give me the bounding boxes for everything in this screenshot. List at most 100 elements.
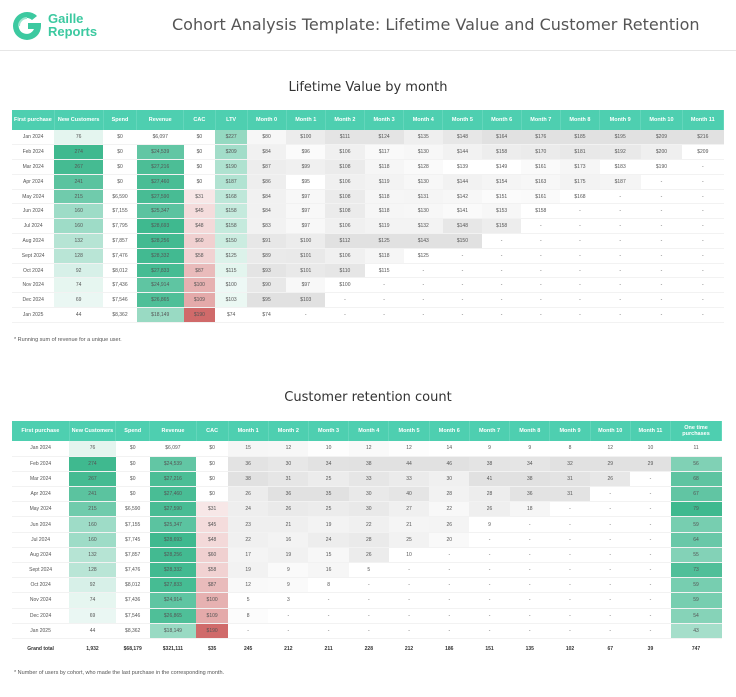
column-header-month-2: Month 2 <box>268 421 309 441</box>
table-cell: - <box>640 277 683 294</box>
table-cell: - <box>521 307 561 323</box>
table-cell: $187 <box>599 174 641 190</box>
table-cell: 41 <box>469 471 510 488</box>
table-cell: - <box>590 532 631 548</box>
table-cell: 54 <box>670 608 722 624</box>
table-cell: $86 <box>247 174 287 190</box>
table-cell: $7,436 <box>103 277 137 294</box>
table-cell: - <box>682 218 724 235</box>
column-header-month-3: Month 3 <box>308 421 350 441</box>
table-cell: - <box>469 577 510 594</box>
table-cell: 59 <box>670 592 722 609</box>
table-cell: - <box>599 307 641 323</box>
table-cell: 9 <box>469 516 510 533</box>
table-cell: $27,460 <box>149 486 197 503</box>
table-cell: $7,476 <box>103 248 137 264</box>
cohort-label: Jan 2024 <box>12 441 70 457</box>
table-cell: - <box>640 218 683 235</box>
table-cell: - <box>482 277 522 294</box>
table-cell: - <box>640 174 683 190</box>
table-cell: $97 <box>286 203 326 220</box>
table-cell: $118 <box>364 248 404 264</box>
table-row: Nov 2024 74 $7,436 $24,914 $100 5 3- - - - - - - - -59 <box>12 592 722 609</box>
table-cell: - <box>590 501 631 518</box>
table-cell: 12 <box>228 577 269 594</box>
table-cell: - <box>682 277 724 294</box>
table-cell: $58 <box>183 248 216 264</box>
table-cell: - <box>640 307 683 323</box>
table-cell: $58 <box>196 562 228 579</box>
table-cell: - <box>599 233 641 249</box>
table-cell: 35 <box>308 486 349 503</box>
table-cell: - <box>364 292 404 309</box>
table-cell: $148 <box>442 130 483 146</box>
table-cell: $132 <box>403 218 443 235</box>
table-cell: $117 <box>364 144 404 161</box>
ltv-table: First purchase New Customers Spend Revenue C… <box>12 110 725 323</box>
table-cell: $87 <box>247 159 287 175</box>
table-cell: - <box>682 174 724 190</box>
table-cell: $144 <box>442 144 483 161</box>
cohort-label: May 2024 <box>12 189 55 205</box>
column-header-month-8: Month 8 <box>509 421 551 441</box>
table-cell: $18,149 <box>136 307 184 323</box>
table-cell: $100 <box>286 233 326 249</box>
table-cell: $7,436 <box>115 592 150 609</box>
table-cell: $28,332 <box>149 562 197 579</box>
table-cell: $176 <box>521 130 561 146</box>
table-cell: 132 <box>69 547 116 564</box>
column-header-cac: CAC <box>196 421 229 441</box>
table-cell: - <box>482 248 522 264</box>
table-cell: $28,332 <box>136 248 184 264</box>
table-cell: - <box>429 592 470 609</box>
table-cell: $103 <box>215 292 247 309</box>
table-row: Jul 2024 160 $7,795 $28,693 $48 $158 $83 $97 $10… <box>12 218 724 235</box>
table-cell: $130 <box>403 174 443 190</box>
table-cell: $0 <box>103 130 137 146</box>
cohort-label: Jan 2025 <box>12 307 55 323</box>
column-header-month-0: Month 0 <box>247 110 287 130</box>
table-cell: $25,347 <box>136 203 184 220</box>
table-cell: $0 <box>196 456 228 472</box>
table-cell: $125 <box>215 248 247 264</box>
table-cell: 8 <box>549 441 591 457</box>
table-cell: $28,256 <box>136 233 184 249</box>
table-cell: 26 <box>348 547 389 564</box>
table-cell: $227 <box>215 130 247 146</box>
gaille-logo-icon <box>13 11 41 40</box>
cohort-label: May 2024 <box>12 501 70 518</box>
table-cell: 10 <box>308 441 349 457</box>
table-cell: $8,362 <box>115 623 150 639</box>
grand-total-cell: 135 <box>509 637 550 659</box>
grand-total-cell: 39 <box>630 637 671 659</box>
table-cell: - <box>364 307 404 323</box>
table-cell: 27 <box>388 501 430 518</box>
table-cell: 9 <box>469 441 510 457</box>
table-cell: - <box>599 277 641 294</box>
table-cell: $7,155 <box>103 203 137 220</box>
table-row: Apr 2024 241 $0 $27,460 $0 26 36 35 30 40 28 28 36 31… <box>12 486 722 503</box>
table-cell: $161 <box>521 159 561 175</box>
table-cell: 132 <box>54 233 104 249</box>
table-cell: - <box>549 577 591 594</box>
table-cell: - <box>599 189 641 205</box>
table-cell: 215 <box>54 189 104 205</box>
table-cell: $106 <box>325 248 365 264</box>
table-row: Jun 2024 160 $7,155 $25,347 $45 $158 $84 $97 $10… <box>12 203 724 220</box>
cohort-label: Dec 2024 <box>12 292 55 309</box>
table-row: Sept 2024 128 $7,476 $28,332 $58 19 9 16 5- - - - - -… <box>12 562 722 579</box>
table-cell: $0 <box>115 456 150 472</box>
table-cell: 79 <box>670 501 722 518</box>
column-header-month-6: Month 6 <box>482 110 522 130</box>
table-cell: - <box>630 532 671 548</box>
table-cell: $26,865 <box>136 292 184 309</box>
table-cell: 9 <box>509 441 550 457</box>
table-cell: 241 <box>54 174 104 190</box>
table-cell: - <box>630 486 671 503</box>
table-cell: $149 <box>482 159 522 175</box>
table-cell: 22 <box>348 516 389 533</box>
table-cell: 20 <box>429 532 470 548</box>
table-cell: $168 <box>215 189 247 205</box>
table-cell: $24,914 <box>149 592 197 609</box>
table-cell: $131 <box>403 189 443 205</box>
